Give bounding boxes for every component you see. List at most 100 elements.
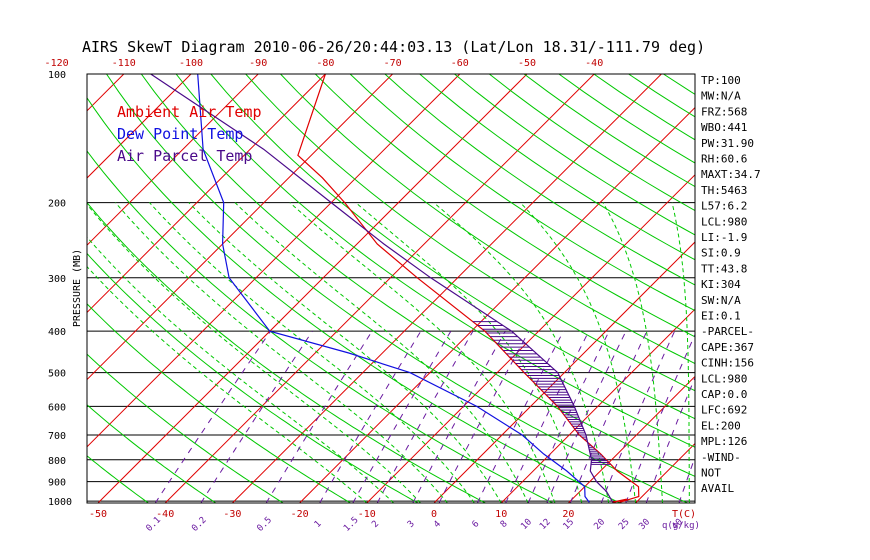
stat-line: AVAIL: [701, 482, 734, 495]
series-line: [297, 74, 640, 503]
isotherm-line: [568, 375, 695, 503]
temperature-tick-label: -40: [156, 509, 174, 520]
profiles-layer: [150, 74, 640, 503]
moist-adiabat: [87, 265, 368, 503]
isotherm-line: [87, 74, 192, 179]
moist-adiabat: [234, 202, 529, 503]
moist-adiabat: [671, 202, 690, 503]
dry-adiabat: [663, 74, 695, 95]
temperature-tick-label: 20: [562, 509, 574, 520]
temperature-top-tick-label: -80: [316, 58, 334, 69]
stat-line: MPL:126: [701, 435, 747, 448]
grid-layer: [0, 74, 870, 503]
moist-adiabat: [355, 202, 583, 503]
mixing-ratio-tick-label: 20: [592, 517, 607, 532]
dry-adiabat: [87, 455, 149, 503]
stat-line: SW:N/A: [701, 294, 741, 307]
mixing-ratio-tick-label: 3: [406, 519, 417, 530]
temperature-tick-label: -50: [89, 509, 107, 520]
pressure-tick-label: 700: [48, 431, 66, 442]
temperature-tick-label: 0: [431, 509, 437, 520]
mixing-ratio-line: [438, 330, 530, 503]
mixing-ratio-line: [476, 330, 564, 503]
moist-adiabat: [149, 202, 475, 503]
isotherm-line: [87, 74, 393, 381]
mixing-ratio-line: [376, 330, 474, 503]
stat-line: MAXT:34.7: [701, 168, 761, 181]
stat-line: FRZ:568: [701, 105, 747, 118]
dry-adiabat: [87, 303, 351, 503]
temperature-top-tick-label: -110: [112, 58, 136, 69]
mixing-ratio-line: [527, 330, 610, 503]
isotherm-line: [164, 74, 595, 503]
isotherm-line: [299, 106, 695, 503]
pressure-tick-label: 400: [48, 327, 66, 338]
mixing-ratio-line: [600, 330, 676, 503]
isotherm-line: [500, 308, 695, 503]
temperature-tick-label: 10: [495, 509, 507, 520]
mixing-ratio-tick-label: 1: [313, 519, 324, 530]
pressure-tick-label: 800: [48, 456, 66, 467]
dry-adiabat: [175, 74, 695, 448]
isotherm-line: [87, 74, 259, 246]
stat-line: LCL:980: [701, 372, 747, 385]
mixing-ratio-tick-label: 0.5: [255, 515, 274, 534]
mixing-ratio-line: [505, 330, 590, 503]
stat-line: CAP:0.0: [701, 388, 747, 401]
legend: Ambient Air Temp Dew Point Temp Air Parcel…: [117, 103, 262, 165]
temperature-top-tick-label: -120: [45, 58, 69, 69]
temperature-top-tick-label: -50: [518, 58, 536, 69]
isotherm-line: [87, 74, 461, 448]
mixing-ratio-line: [265, 330, 373, 503]
mixing-ratio-line: [352, 330, 452, 503]
stat-line: MW:N/A: [701, 90, 741, 103]
dry-adiabat: [87, 201, 486, 503]
chart-title: AIRS SkewT Diagram 2010-06-26/20:44:03.1…: [82, 38, 705, 56]
pressure-tick-label: 500: [48, 369, 66, 380]
mixing-ratio-line: [412, 330, 506, 503]
moist-adiabat: [87, 236, 395, 503]
stat-line: CAPE:367: [701, 341, 754, 354]
mixing-ratio-line: [546, 330, 627, 503]
dry-adiabat: [0, 74, 14, 503]
mixing-ratio-tick-label: 0.2: [190, 515, 209, 534]
pressure-tick-label: 300: [48, 274, 66, 285]
dry-adiabat: [314, 74, 695, 338]
dry-adiabat: [87, 404, 217, 503]
pressure-tick-label: 600: [48, 402, 66, 413]
dry-adiabat: [87, 150, 554, 503]
stat-line: CINH:156: [701, 357, 754, 370]
stat-line: -PARCEL-: [701, 325, 754, 338]
mixing-ratio-tick-label: 25: [617, 517, 632, 532]
stat-line: SI:0.9: [701, 247, 741, 260]
mixing-ratio-line: [200, 330, 313, 503]
mixing-ratio-tick-label: 2: [370, 519, 381, 530]
stat-line: NOT: [701, 467, 721, 480]
moist-adiabat: [87, 203, 421, 503]
stat-line: LI:-1.9: [701, 231, 747, 244]
moist-adiabat: [433, 202, 610, 503]
dry-adiabat: [245, 74, 695, 392]
temperature-top-tick-label: -100: [179, 58, 203, 69]
moist-adiabat: [289, 202, 556, 503]
dry-adiabat: [349, 74, 695, 312]
stat-line: RH:60.6: [701, 153, 747, 166]
stat-line: LCL:980: [701, 215, 747, 228]
dry-adiabat: [419, 74, 695, 261]
temperature-tick-label: -20: [291, 509, 309, 520]
stat-line: TP:100: [701, 74, 741, 87]
moist-adiabat: [519, 202, 637, 503]
dry-adiabat: [523, 74, 695, 188]
isotherm-line: [770, 74, 870, 503]
stat-line: EL:200: [701, 419, 741, 432]
stat-line: WBO:441: [701, 121, 747, 134]
dry-adiabat: [488, 74, 695, 212]
moist-adiabat: [602, 202, 663, 503]
plot-frame: [86, 73, 696, 504]
mixing-ratio-line: [154, 330, 271, 503]
mixing-ratio-line: [319, 330, 422, 503]
moist-adiabat: [115, 202, 448, 503]
isotherm-line: [87, 74, 326, 314]
dry-adiabat: [106, 74, 688, 503]
